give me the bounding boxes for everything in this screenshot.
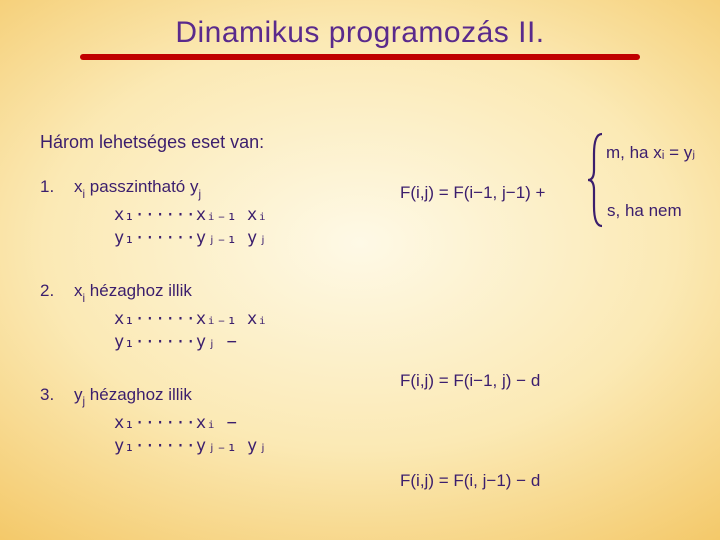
case-1-seq2: y₁······yⱼ₋₁ yⱼ (74, 227, 334, 250)
c1-post: passzintható y (85, 177, 198, 196)
title-underline (80, 54, 640, 60)
case-3-number: 3. (40, 384, 74, 407)
c2-post: hézaghoz illik (85, 281, 192, 300)
c2-sub: i (83, 293, 86, 305)
c1-sub2: j (198, 189, 201, 201)
c1-pre: x (74, 177, 83, 196)
formula-main: F(i,j) = F(i−1, j−1) + (400, 182, 545, 205)
case-3: 3. yj hézaghoz illik x₁······xᵢ − y₁····… (40, 384, 690, 458)
c3-sub: j (83, 396, 86, 408)
case-1-seq1: x₁······xᵢ₋₁ xᵢ (74, 204, 334, 227)
case-1-desc: xi passzintható yj (74, 176, 334, 202)
page-title: Dinamikus programozás II. (0, 0, 720, 50)
formula-m-line: m, ha xᵢ = yⱼ (606, 142, 695, 165)
c3-post: hézaghoz illik (85, 385, 192, 404)
case-3-body: yj hézaghoz illik x₁······xᵢ − y₁······y… (74, 384, 334, 458)
case-3-desc: yj hézaghoz illik (74, 384, 334, 410)
c3-pre: y (74, 385, 83, 404)
case-2-body: xi hézaghoz illik x₁······xᵢ₋₁ xᵢ y₁····… (74, 280, 334, 354)
content-area: Három lehetséges eset van: 1. xi passzin… (40, 130, 690, 488)
brace-icon (586, 130, 606, 230)
c2-pre: x (74, 281, 83, 300)
formula-case3: F(i,j) = F(i, j−1) − d (400, 470, 540, 493)
case-2-number: 2. (40, 280, 74, 303)
case-2: 2. xi hézaghoz illik x₁······xᵢ₋₁ xᵢ y₁·… (40, 280, 690, 354)
case-1-number: 1. (40, 176, 74, 199)
slide: Dinamikus programozás II. Három lehetség… (0, 0, 720, 540)
c1-sub: i (83, 189, 86, 201)
case-2-desc: xi hézaghoz illik (74, 280, 334, 306)
formula-s-line: s, ha nem (607, 200, 682, 223)
case-3-seq1: x₁······xᵢ − (74, 412, 334, 435)
formula-case2: F(i,j) = F(i−1, j) − d (400, 370, 540, 393)
case-2-seq2: y₁······yⱼ − (74, 331, 334, 354)
case-2-seq1: x₁······xᵢ₋₁ xᵢ (74, 308, 334, 331)
case-3-seq2: y₁······yⱼ₋₁ yⱼ (74, 435, 334, 458)
case-1-body: xi passzintható yj x₁······xᵢ₋₁ xᵢ y₁···… (74, 176, 334, 250)
